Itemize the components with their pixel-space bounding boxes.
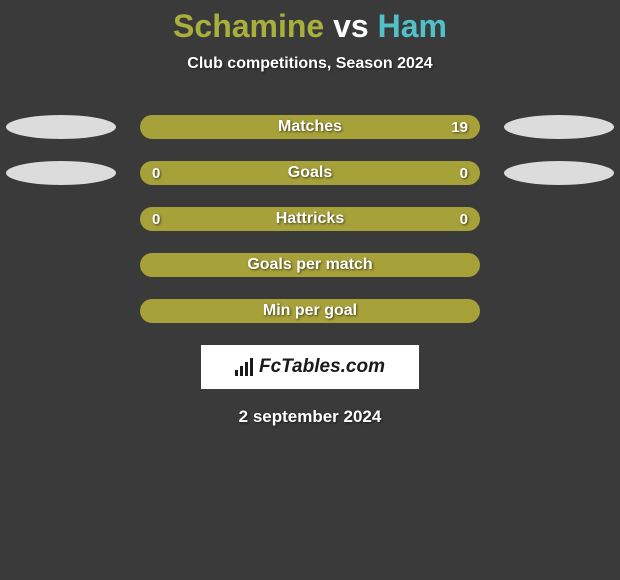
stat-label: Min per goal <box>140 302 480 320</box>
stat-row: Min per goal <box>0 299 620 323</box>
stat-row: Goals0 0 <box>0 161 620 185</box>
stat-row: Matches19 <box>0 115 620 139</box>
player1-name: Schamine <box>173 8 324 44</box>
stat-value-left: 0 <box>152 165 160 182</box>
barchart-icon <box>235 358 253 376</box>
stat-bar: Goals0 0 <box>140 161 480 185</box>
comparison-card: Schamine vs Ham Club competitions, Seaso… <box>0 0 620 427</box>
stat-value-right: 19 <box>451 119 468 136</box>
player2-name: Ham <box>378 8 447 44</box>
left-ellipse <box>6 115 116 139</box>
right-ellipse <box>504 161 614 185</box>
logo-text: FcTables.com <box>259 356 385 378</box>
stat-bar: Matches19 <box>140 115 480 139</box>
subtitle: Club competitions, Season 2024 <box>0 55 620 73</box>
page-title: Schamine vs Ham <box>0 8 620 45</box>
stat-bar: Hattricks0 0 <box>140 207 480 231</box>
stat-value-right: 0 <box>460 211 468 228</box>
footer-date: 2 september 2024 <box>0 407 620 427</box>
stat-row: Hattricks0 0 <box>0 207 620 231</box>
logo-box: FcTables.com <box>201 345 419 389</box>
stat-row: Goals per match <box>0 253 620 277</box>
stat-bar: Goals per match <box>140 253 480 277</box>
right-ellipse <box>504 115 614 139</box>
stats-rows: Matches19Goals00Hattricks00Goals per mat… <box>0 115 620 323</box>
stat-label: Hattricks <box>140 210 480 228</box>
stat-bar: Min per goal <box>140 299 480 323</box>
left-ellipse <box>6 161 116 185</box>
vs-text: vs <box>333 8 369 44</box>
stat-label: Goals per match <box>140 256 480 274</box>
stat-label: Matches <box>140 118 480 136</box>
stat-value-left: 0 <box>152 211 160 228</box>
stat-label: Goals <box>140 164 480 182</box>
stat-value-right: 0 <box>460 165 468 182</box>
